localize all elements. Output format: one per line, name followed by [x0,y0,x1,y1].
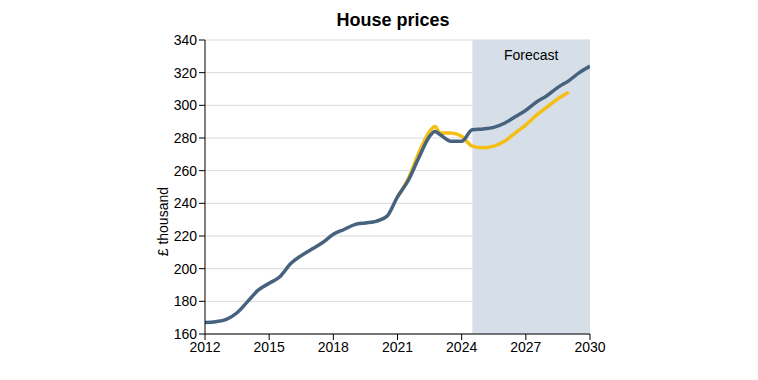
svg-text:£ thousand: £ thousand [155,187,171,256]
svg-text:180: 180 [174,293,198,309]
svg-text:2027: 2027 [510,339,541,355]
svg-text:280: 280 [174,130,198,146]
svg-text:340: 340 [174,32,198,48]
svg-text:260: 260 [174,163,198,179]
html-text:House prices: House prices [336,10,450,30]
svg-text:2024: 2024 [446,339,477,355]
svg-text:320: 320 [174,65,198,81]
svg-text:200: 200 [174,261,198,277]
svg-text:2015: 2015 [254,339,285,355]
svg-text:2018: 2018 [318,339,349,355]
svg-text:Forecast: Forecast [504,47,559,63]
svg-text:220: 220 [174,228,198,244]
svg-text:2012: 2012 [189,338,221,355]
svg-text:300: 300 [174,97,198,113]
svg-text:240: 240 [174,195,198,211]
svg-text:160: 160 [174,326,198,342]
svg-text:2030: 2030 [574,339,605,355]
svg-text:2021: 2021 [382,339,413,355]
